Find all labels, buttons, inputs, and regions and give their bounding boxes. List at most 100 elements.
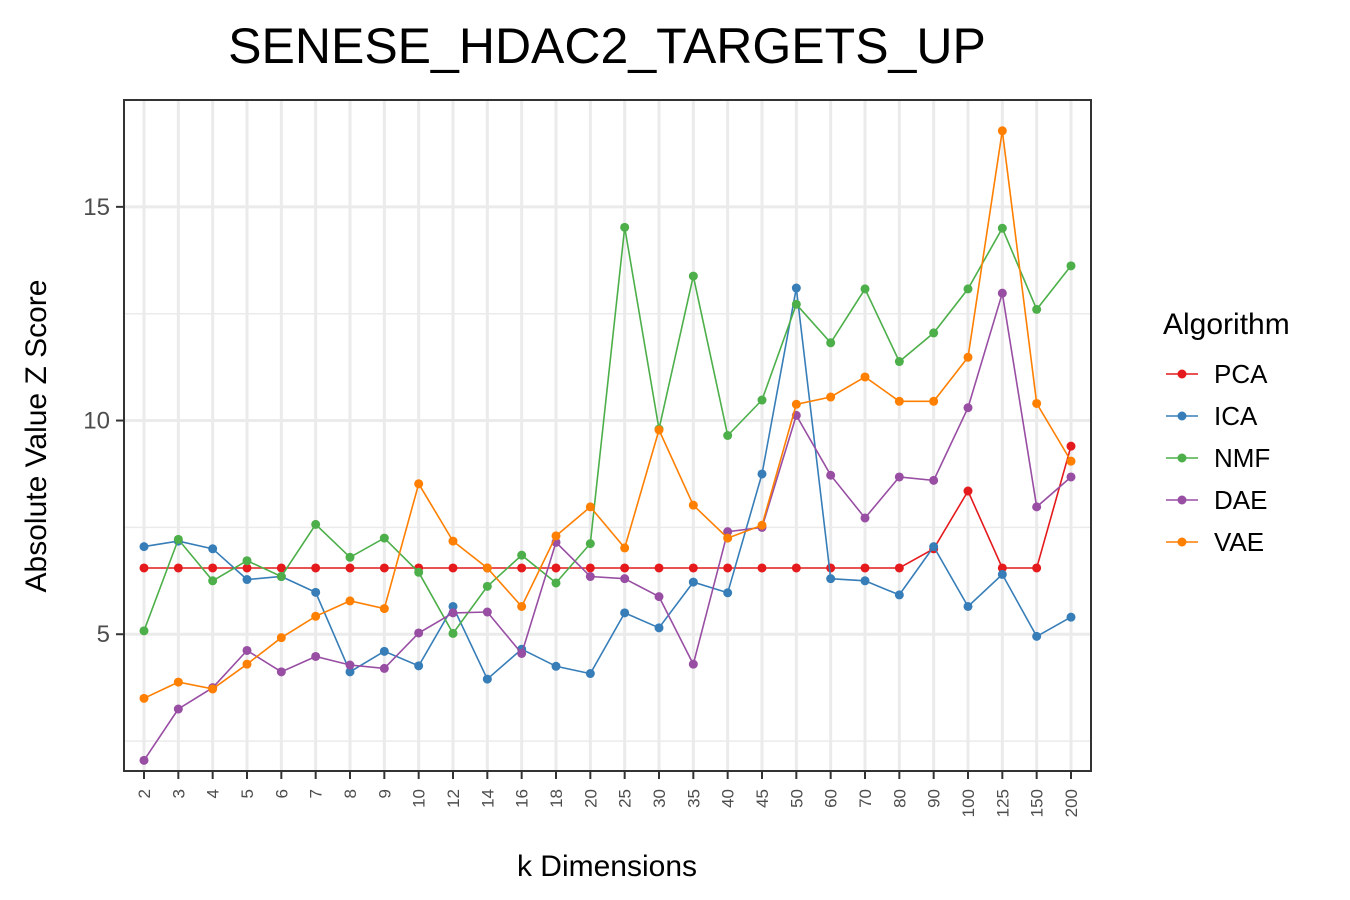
x-tick-label: 200	[1062, 789, 1081, 817]
data-point-ica	[757, 469, 767, 479]
data-point-pca	[379, 563, 389, 573]
x-tick-label: 10	[410, 789, 429, 808]
legend-key-point	[1177, 537, 1187, 547]
data-point-pca	[517, 563, 527, 573]
data-point-ica	[139, 542, 149, 552]
data-point-nmf	[620, 222, 630, 232]
data-point-dae	[997, 288, 1007, 298]
series-layer	[139, 126, 1076, 765]
data-point-pca	[826, 563, 836, 573]
x-axis-title: k Dimensions	[517, 850, 697, 883]
data-point-pca	[723, 563, 733, 573]
data-point-pca	[860, 563, 870, 573]
data-point-nmf	[276, 572, 286, 582]
data-point-pca	[791, 563, 801, 573]
x-tick-label: 150	[1028, 789, 1047, 817]
data-point-nmf	[826, 338, 836, 348]
data-point-dae	[379, 663, 389, 673]
data-point-dae	[688, 659, 698, 669]
data-point-nmf	[1032, 304, 1042, 314]
data-point-dae	[276, 667, 286, 677]
data-point-ica	[997, 569, 1007, 579]
legend-label: DAE	[1214, 485, 1267, 515]
data-point-ica	[826, 574, 836, 584]
data-point-ica	[963, 601, 973, 611]
data-point-vae	[929, 396, 939, 406]
x-tick-label: 40	[719, 789, 738, 808]
data-point-ica	[208, 544, 218, 554]
data-point-pca	[276, 563, 286, 573]
legend-label: VAE	[1214, 527, 1264, 557]
data-point-vae	[757, 520, 767, 530]
x-tick-label: 125	[993, 789, 1012, 817]
data-point-vae	[345, 596, 355, 606]
data-point-dae	[517, 648, 527, 658]
data-point-pca	[139, 563, 149, 573]
data-point-dae	[860, 513, 870, 523]
data-point-nmf	[791, 299, 801, 309]
x-tick-label: 3	[169, 789, 188, 798]
x-tick-label: 70	[856, 789, 875, 808]
series-line-ica	[143, 287, 1072, 681]
data-point-nmf	[723, 431, 733, 440]
data-point-ica	[929, 542, 939, 552]
data-point-dae	[1066, 472, 1076, 482]
data-point-vae	[723, 533, 733, 543]
data-point-nmf	[414, 567, 424, 577]
series-line-dae	[143, 292, 1072, 761]
data-point-nmf	[173, 534, 183, 544]
x-tick-label: 14	[478, 789, 497, 808]
data-point-vae	[1066, 456, 1076, 466]
x-tick-label: 100	[959, 789, 978, 817]
series-line-pca	[144, 445, 1072, 569]
data-point-vae	[963, 352, 973, 362]
data-point-vae	[585, 502, 595, 512]
data-point-dae	[723, 527, 733, 537]
data-point-dae	[620, 574, 630, 584]
data-point-vae	[860, 372, 870, 382]
data-point-dae	[894, 472, 904, 482]
legend-item-nmf: NMF	[1166, 443, 1270, 473]
data-point-pca	[242, 563, 252, 573]
data-point-vae	[894, 396, 904, 406]
legend-items: PCA ICA NMF DAE VAE	[1166, 359, 1270, 557]
legend-label: ICA	[1214, 401, 1258, 431]
data-point-ica	[414, 661, 424, 671]
data-point-vae	[826, 392, 836, 402]
data-point-nmf	[963, 284, 973, 294]
x-tick-label: 8	[341, 789, 360, 798]
legend-item-ica: ICA	[1166, 401, 1258, 431]
data-point-nmf	[517, 550, 527, 560]
x-tick-label: 25	[616, 789, 635, 808]
data-point-ica	[791, 283, 801, 293]
data-point-nmf	[482, 581, 492, 591]
series-ica	[139, 283, 1076, 684]
data-point-pca	[1066, 441, 1076, 451]
series-dae	[139, 288, 1076, 765]
data-point-ica	[311, 587, 321, 597]
chart-title: SENESE_HDAC2_TARGETS_UP	[228, 18, 986, 74]
data-point-nmf	[208, 576, 218, 586]
data-point-nmf	[139, 626, 149, 636]
data-point-pca	[757, 563, 767, 573]
data-point-vae	[1032, 398, 1042, 408]
data-point-vae	[448, 536, 458, 546]
x-tick-label: 50	[787, 789, 806, 808]
data-point-pca	[963, 486, 973, 496]
data-point-vae	[654, 425, 664, 435]
legend-label: NMF	[1214, 443, 1270, 473]
series-nmf	[139, 222, 1076, 638]
y-axis-title: Absolute Value Z Score	[20, 280, 53, 593]
data-point-nmf	[311, 519, 321, 529]
data-point-dae	[173, 704, 183, 714]
data-point-nmf	[345, 552, 355, 562]
data-point-vae	[414, 479, 424, 489]
data-point-pca	[173, 563, 183, 573]
legend: Algorithm PCA ICA NMF DAE VAE	[1163, 308, 1290, 557]
data-point-nmf	[1066, 261, 1076, 271]
data-point-dae	[826, 470, 836, 480]
data-point-ica	[723, 588, 733, 598]
data-point-pca	[654, 563, 664, 573]
x-tick-label: 9	[375, 789, 394, 798]
x-tick-label: 12	[444, 789, 463, 808]
